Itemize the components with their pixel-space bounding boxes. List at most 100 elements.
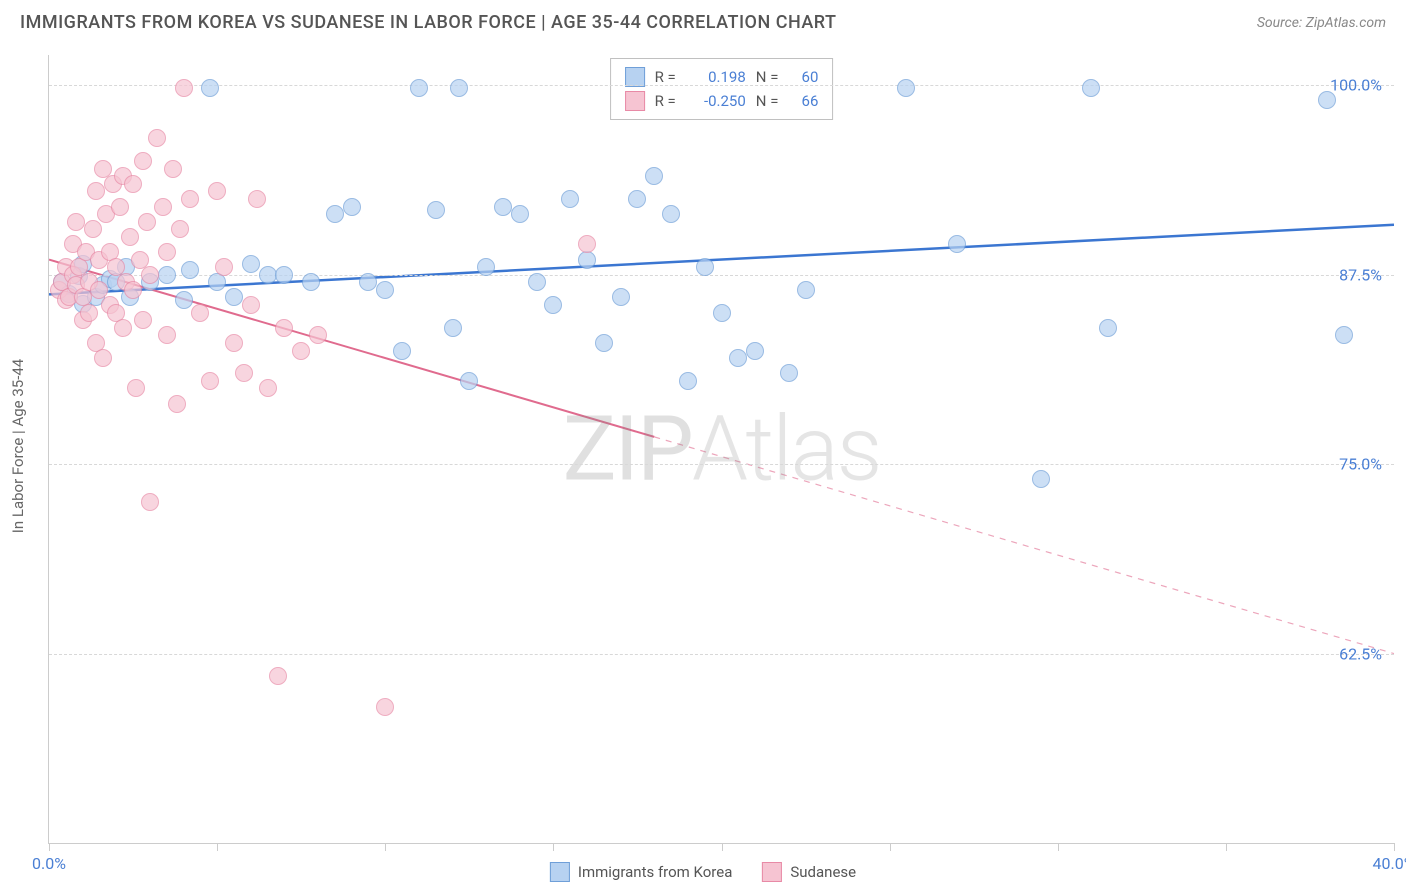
scatter-point	[175, 291, 193, 309]
scatter-point	[729, 349, 747, 367]
scatter-point	[134, 152, 152, 170]
scatter-point	[181, 190, 199, 208]
y-tick-label: 87.5%	[1339, 265, 1382, 284]
gridline	[49, 464, 1394, 465]
x-tick	[1394, 843, 1395, 851]
n-label: N =	[756, 68, 779, 86]
x-tick	[553, 843, 554, 851]
trend-line-dashed	[654, 437, 1394, 654]
legend-item: Sudanese	[762, 862, 856, 882]
scatter-point	[460, 372, 478, 390]
x-tick	[890, 843, 891, 851]
scatter-point	[141, 266, 159, 284]
scatter-point	[181, 261, 199, 279]
scatter-point	[94, 349, 112, 367]
correlation-legend: R =0.198N =60R =-0.250N =66	[610, 58, 834, 120]
scatter-point	[114, 319, 132, 337]
scatter-point	[171, 220, 189, 238]
scatter-point	[780, 364, 798, 382]
scatter-point	[175, 79, 193, 97]
y-axis-label: In Labor Force | Age 35-44	[9, 359, 27, 533]
y-tick-label: 100.0%	[1330, 76, 1382, 95]
scatter-point	[87, 182, 105, 200]
legend-swatch	[625, 91, 645, 111]
scatter-point	[164, 160, 182, 178]
scatter-point	[612, 288, 630, 306]
scatter-point	[158, 243, 176, 261]
scatter-point	[141, 493, 159, 511]
header: IMMIGRANTS FROM KOREA VS SUDANESE IN LAB…	[0, 0, 1406, 41]
scatter-point	[948, 235, 966, 253]
scatter-point	[201, 79, 219, 97]
scatter-point	[275, 319, 293, 337]
scatter-point	[1335, 326, 1353, 344]
scatter-point	[215, 258, 233, 276]
scatter-point	[80, 304, 98, 322]
scatter-point	[410, 79, 428, 97]
scatter-point	[797, 281, 815, 299]
scatter-point	[528, 273, 546, 291]
legend-swatch	[625, 67, 645, 87]
n-value: 66	[788, 92, 818, 110]
gridline	[49, 85, 1394, 86]
legend-item: Immigrants from Korea	[550, 862, 732, 882]
scatter-point	[138, 213, 156, 231]
scatter-point	[511, 205, 529, 223]
scatter-point	[168, 395, 186, 413]
legend-swatch	[550, 862, 570, 882]
y-tick-label: 75.0%	[1339, 455, 1382, 474]
y-tick-label: 62.5%	[1339, 644, 1382, 663]
scatter-point	[309, 326, 327, 344]
scatter-point	[376, 281, 394, 299]
r-value: -0.250	[686, 92, 746, 110]
scatter-point	[578, 235, 596, 253]
n-value: 60	[788, 68, 818, 86]
scatter-point	[111, 198, 129, 216]
scatter-point	[450, 79, 468, 97]
scatter-point	[127, 379, 145, 397]
source-label: Source: ZipAtlas.com	[1257, 15, 1386, 31]
legend-swatch	[762, 862, 782, 882]
scatter-point	[897, 79, 915, 97]
scatter-point	[242, 296, 260, 314]
r-value: 0.198	[686, 68, 746, 86]
scatter-point	[343, 198, 361, 216]
scatter-point	[595, 334, 613, 352]
scatter-point	[1318, 91, 1336, 109]
scatter-point	[124, 281, 142, 299]
gridline	[49, 275, 1394, 276]
scatter-point	[242, 255, 260, 273]
scatter-point	[84, 220, 102, 238]
legend-label: Sudanese	[790, 863, 856, 881]
x-tick	[1226, 843, 1227, 851]
scatter-point	[154, 198, 172, 216]
scatter-point	[148, 129, 166, 147]
scatter-point	[208, 182, 226, 200]
scatter-point	[269, 667, 287, 685]
chart-title: IMMIGRANTS FROM KOREA VS SUDANESE IN LAB…	[20, 12, 837, 33]
series-legend: Immigrants from Korea Sudanese	[550, 862, 856, 882]
scatter-point	[427, 201, 445, 219]
scatter-point	[248, 190, 266, 208]
scatter-point	[1032, 470, 1050, 488]
x-tick	[385, 843, 386, 851]
scatter-point	[561, 190, 579, 208]
scatter-point	[225, 334, 243, 352]
r-label: R =	[655, 92, 676, 110]
scatter-point	[713, 304, 731, 322]
scatter-point	[544, 296, 562, 314]
scatter-point	[201, 372, 219, 390]
gridline	[49, 654, 1394, 655]
scatter-point	[746, 342, 764, 360]
scatter-point	[259, 266, 277, 284]
scatter-point	[444, 319, 462, 337]
scatter-point	[158, 326, 176, 344]
scatter-point	[191, 304, 209, 322]
scatter-point	[679, 372, 697, 390]
watermark-bold: ZIP	[563, 397, 692, 502]
scatter-point	[225, 288, 243, 306]
scatter-point	[326, 205, 344, 223]
scatter-point	[696, 258, 714, 276]
chart-plot-area: ZIPAtlas R =0.198N =60R =-0.250N =66 62.…	[48, 55, 1394, 844]
watermark-thin: Atlas	[692, 397, 881, 502]
